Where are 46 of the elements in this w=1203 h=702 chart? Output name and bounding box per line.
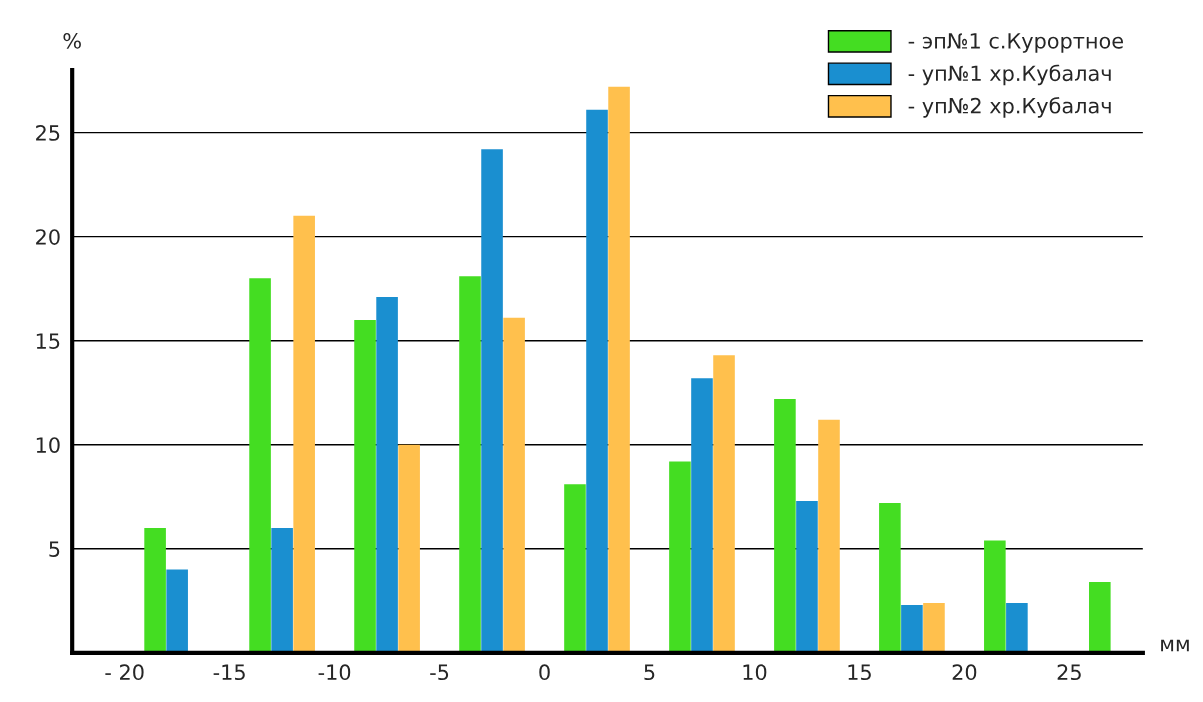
- x-tick-label: 20: [952, 664, 977, 681]
- bar: [774, 398, 796, 653]
- y-tick-label: 15: [36, 333, 60, 349]
- bar: [1006, 602, 1028, 653]
- bar: [691, 378, 713, 653]
- bar: [818, 419, 840, 653]
- bar: [923, 602, 945, 653]
- y-axis-title: %: [63, 32, 81, 49]
- x-tick-label: 0: [539, 664, 550, 681]
- x-tick-label: 25: [1057, 664, 1081, 681]
- bar: [459, 276, 481, 653]
- bar: [144, 528, 166, 653]
- x-axis-title: мм: [1161, 639, 1189, 652]
- bar: [271, 528, 293, 653]
- bar: [1089, 582, 1111, 653]
- bar: [249, 278, 271, 653]
- bar: [713, 355, 735, 653]
- bar: [398, 444, 420, 653]
- y-tick-label: 20: [36, 229, 60, 245]
- bar: [293, 215, 315, 653]
- bar: [984, 540, 1006, 653]
- x-tick-label: -15: [213, 664, 245, 681]
- x-tick-label: -10: [318, 664, 351, 681]
- y-tick-label: 5: [49, 541, 60, 558]
- bar: [166, 569, 188, 653]
- bar: [586, 109, 608, 653]
- bar: [503, 317, 525, 653]
- legend-label: - эп№1 с.Курортное: [908, 33, 1123, 53]
- bar: [564, 484, 586, 653]
- legend-label: - уп№1 хр.Кубалач: [908, 64, 1111, 86]
- x-tick-label: - 20: [105, 664, 144, 681]
- x-tick-label: 10: [743, 664, 767, 681]
- legend-label: - уп№2 хр.Кубалач: [908, 97, 1111, 118]
- x-tick-label: 15: [848, 664, 871, 681]
- bar: [879, 503, 901, 653]
- bar: [354, 319, 376, 653]
- y-tick-label: 25: [36, 125, 60, 141]
- y-tick-label: 10: [36, 437, 60, 453]
- bar: [796, 500, 818, 653]
- bar: [669, 461, 691, 653]
- bar: [901, 605, 923, 653]
- bar: [481, 149, 503, 653]
- x-tick-label: 5: [644, 664, 655, 681]
- x-tick-label: -5: [430, 664, 449, 681]
- bar: [376, 297, 398, 653]
- bar: [608, 86, 630, 653]
